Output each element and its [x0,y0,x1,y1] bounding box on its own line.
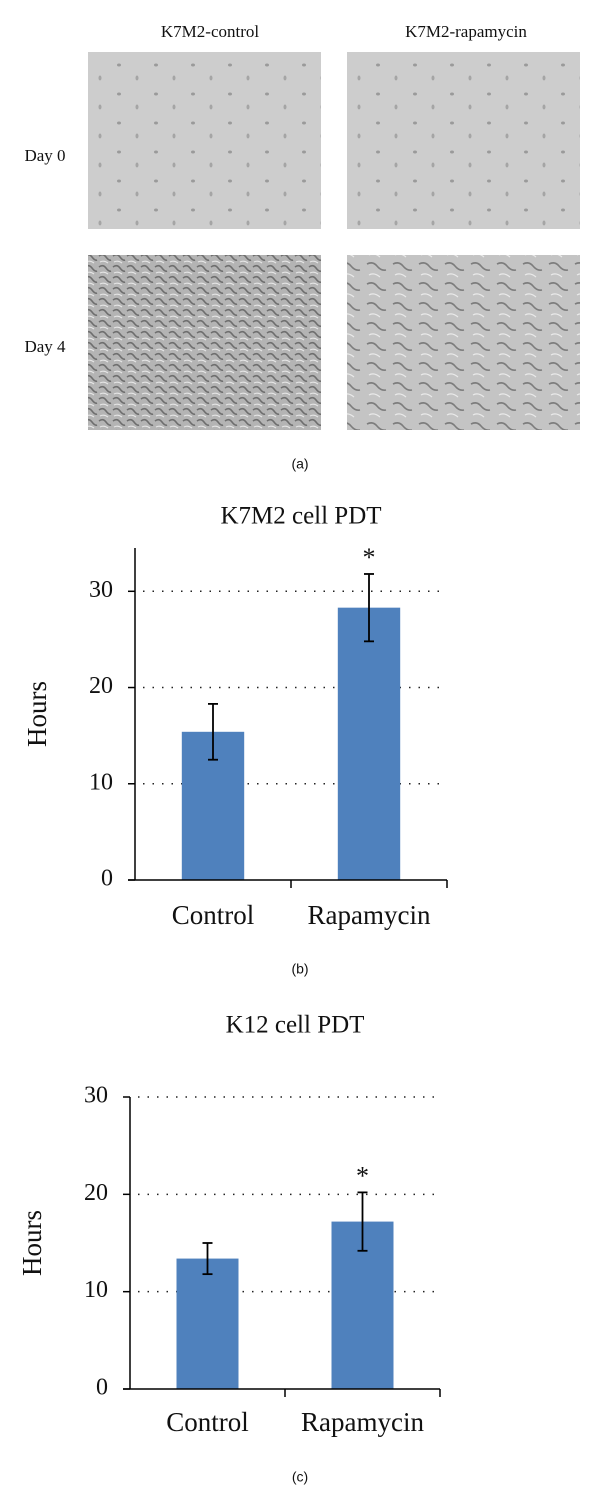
x-tick-label: Rapamycin [308,900,431,930]
significance-marker: * [356,1161,369,1190]
y-tick-label: 30 [89,577,113,603]
x-tick-label: Control [166,1407,249,1437]
y-tick-label: 0 [101,866,113,892]
panel-caption: (a) [291,456,308,472]
bar [176,1258,239,1389]
micrograph [88,52,321,229]
y-axis-label: Hours [17,1210,47,1276]
column-label: K7M2-rapamycin [405,22,527,41]
error-bar [202,1242,213,1276]
x-tick-label: Control [172,900,255,930]
chart-title: K7M2 cell PDT [220,503,381,530]
error-bar [357,1191,368,1252]
row-label: Day 0 [24,146,65,165]
micrograph [347,52,580,229]
micrograph [347,255,580,430]
bar [337,607,401,880]
error-bar [208,702,218,761]
y-tick-label: 10 [89,769,113,795]
significance-marker: * [363,543,376,572]
error-bar [364,573,374,643]
chart-title: K12 cell PDT [226,1012,365,1039]
y-tick-label: 30 [84,1083,108,1109]
y-tick-label: 0 [96,1375,108,1401]
panel-caption: (b) [291,961,308,977]
y-tick-label: 20 [89,673,113,699]
y-tick-label: 20 [84,1180,108,1206]
micrograph [88,255,321,430]
x-tick-label: Rapamycin [301,1407,424,1437]
y-tick-label: 10 [84,1277,108,1303]
panel-caption: (c) [292,1469,308,1485]
y-axis-label: Hours [22,681,52,747]
row-label: Day 4 [24,337,66,356]
column-label: K7M2-control [161,22,259,41]
